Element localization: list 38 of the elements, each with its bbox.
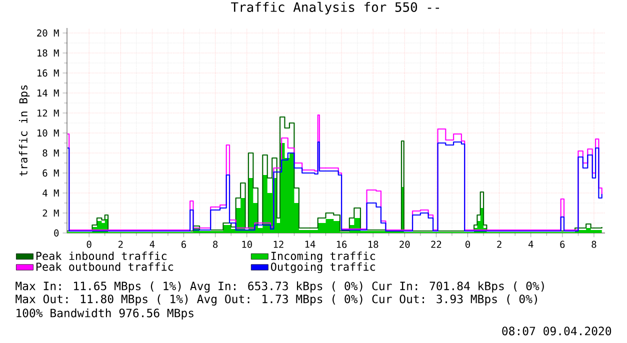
y-axis-title: traffic in Bps xyxy=(18,85,30,176)
y-tick-label: 4 M xyxy=(42,190,59,196)
x-tick-label: 2 xyxy=(118,240,123,248)
x-tick-label: 2 xyxy=(497,240,502,248)
text: 100% Bandwidth 976.56 MBps xyxy=(16,308,194,320)
x-tick-label: 6 xyxy=(182,240,186,248)
y-tick-label: 2 M xyxy=(42,209,59,217)
y-tick-label: 12 M xyxy=(38,109,59,117)
x-tick-label: 8 xyxy=(592,240,596,248)
y-tick-label: 18 M xyxy=(38,49,59,57)
legend-label: Outgoing traffic xyxy=(270,262,375,274)
text: Max In: 11.65 MBps ( 1%) Avg In: 653.73 kBps ( 0%) Cur In: 701.84 kBps ( 0%) xyxy=(16,281,544,293)
legend-label: Incoming traffic xyxy=(271,252,375,262)
x-tick-label: 0 xyxy=(466,240,470,248)
x-tick-label: 6 xyxy=(560,240,565,248)
x-tick-label: 4 xyxy=(150,240,155,248)
x-tick-label: 14 xyxy=(305,240,316,248)
legend-label: Peak inbound traffic xyxy=(36,252,166,260)
x-tick-label: 12 xyxy=(274,240,284,248)
y-tick-label: 8 M xyxy=(42,149,59,157)
y-tick-label: 10 M xyxy=(38,129,59,137)
y-tick-label: 16 M xyxy=(38,69,59,77)
x-tick-label: 0 xyxy=(86,240,92,248)
chart-title: Traffic Analysis for 550 -- xyxy=(231,2,439,14)
text: 08:07 09.04.2020 xyxy=(502,326,612,336)
x-tick-label: 4 xyxy=(528,240,534,248)
x-tick-label: 20 xyxy=(400,240,410,248)
x-tick-label: 18 xyxy=(368,240,378,248)
y-tick-label: 20 M xyxy=(37,29,59,37)
legend-label: Peak outbound traffic xyxy=(36,262,174,271)
y-tick-label: 6 M xyxy=(42,169,59,177)
y-tick-label: 14 M xyxy=(38,90,59,96)
x-tick-label: 16 xyxy=(336,240,347,248)
y-tick-label: 0 xyxy=(54,229,59,237)
x-tick-label: 22 xyxy=(431,240,442,248)
text: Max Out: 11.80 MBps ( 1%) Avg Out: 1.73 MBps ( 0%) Cur Out: 3.93 MBps ( 0%) xyxy=(16,294,537,306)
x-tick-label: 8 xyxy=(213,240,218,248)
x-tick-label: 10 xyxy=(242,240,252,248)
